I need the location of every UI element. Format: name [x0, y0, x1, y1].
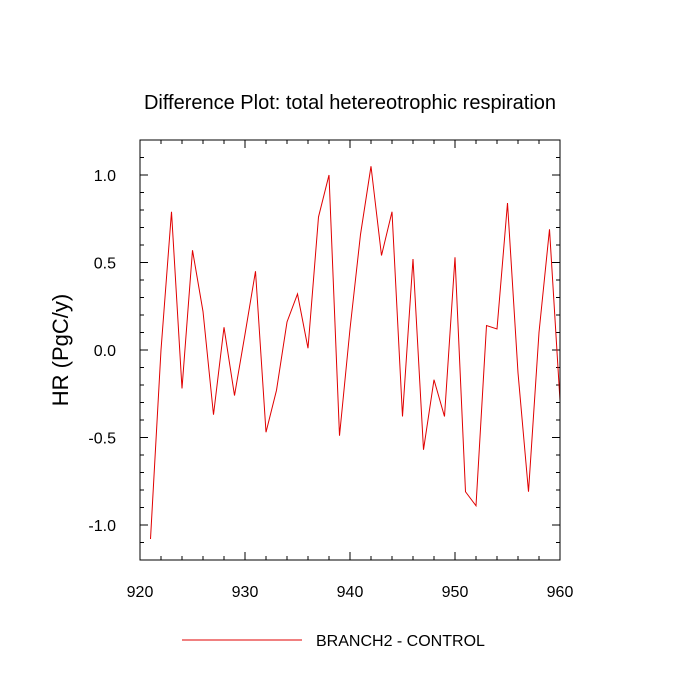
legend: BRANCH2 - CONTROL — [182, 633, 485, 650]
y-tick-label: -1.0 — [88, 518, 116, 535]
minor-ticks — [139, 139, 561, 561]
x-tick-label: 930 — [232, 584, 259, 601]
x-tick-label: 940 — [337, 584, 364, 601]
legend-label: BRANCH2 - CONTROL — [316, 633, 485, 650]
major-ticks — [139, 140, 561, 560]
x-tick-labels: 920 930 940 950 960 — [127, 584, 574, 601]
plot-frame — [139, 139, 561, 561]
x-tick-label: 950 — [442, 584, 469, 601]
chart-title: Difference Plot: total hetereotrophic re… — [144, 92, 556, 114]
x-tick-label: 920 — [127, 584, 154, 601]
y-tick-label: -0.5 — [88, 431, 116, 448]
y-tick-label: 0.5 — [94, 256, 116, 273]
y-tick-label: 1.0 — [94, 168, 116, 185]
y-tick-labels: -1.0 -0.5 0.0 0.5 1.0 — [88, 168, 116, 535]
y-axis-label: HR (PgC/y) — [48, 294, 73, 406]
x-tick-label: 960 — [547, 584, 574, 601]
series-group — [150, 166, 561, 540]
y-tick-label: 0.0 — [94, 343, 116, 360]
series-line — [150, 166, 561, 540]
